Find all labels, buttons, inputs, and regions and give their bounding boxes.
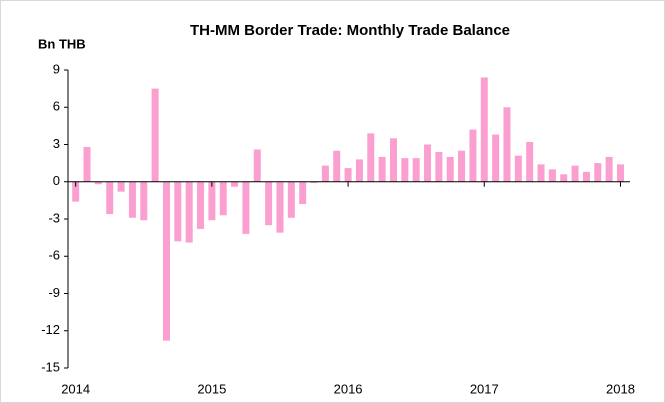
bar xyxy=(435,151,443,182)
bar xyxy=(458,150,466,182)
bar xyxy=(594,163,602,182)
bar xyxy=(83,146,91,182)
bar xyxy=(117,181,125,192)
bar xyxy=(265,181,273,226)
y-axis-label: Bn THB xyxy=(38,36,86,51)
bar xyxy=(616,164,624,182)
y-tick-label: -12 xyxy=(41,322,60,337)
bar xyxy=(94,181,102,185)
bar xyxy=(469,129,477,182)
bar xyxy=(208,181,216,221)
chart-title: TH-MM Border Trade: Monthly Trade Balanc… xyxy=(190,22,510,39)
bar xyxy=(151,88,159,182)
bar xyxy=(514,155,522,182)
y-tick-label: -6 xyxy=(48,248,60,263)
bar xyxy=(219,181,227,216)
x-tick-label: 2015 xyxy=(197,381,226,396)
bar xyxy=(424,144,432,182)
bar xyxy=(560,174,568,182)
bar xyxy=(333,150,341,182)
bar xyxy=(401,158,409,182)
y-tick-label: 9 xyxy=(53,61,60,76)
bar xyxy=(344,168,352,182)
x-tick-label: 2016 xyxy=(334,381,363,396)
bar xyxy=(242,181,250,234)
y-tick-label: 3 xyxy=(53,136,60,151)
bar xyxy=(197,181,205,229)
bar xyxy=(548,169,556,182)
bar xyxy=(446,156,454,182)
bar xyxy=(162,181,170,341)
bar xyxy=(582,171,590,182)
bar xyxy=(72,181,80,202)
bar xyxy=(106,181,114,215)
bar xyxy=(253,149,261,182)
bar xyxy=(526,142,534,182)
x-tick-label: 2014 xyxy=(61,381,90,396)
bar xyxy=(287,181,295,218)
bar xyxy=(276,181,284,233)
bar xyxy=(503,107,511,182)
y-tick-label: -9 xyxy=(48,285,60,300)
bar xyxy=(231,181,239,187)
bar xyxy=(321,165,329,182)
bar xyxy=(571,165,579,182)
bar xyxy=(140,181,148,221)
bar xyxy=(310,181,318,183)
bar xyxy=(605,156,613,182)
bar xyxy=(299,181,307,205)
bar xyxy=(389,138,397,182)
bar xyxy=(412,158,420,182)
y-tick-label: 0 xyxy=(53,173,60,188)
bar xyxy=(185,181,193,243)
y-tick-label: -15 xyxy=(41,359,60,374)
y-tick-label: 6 xyxy=(53,99,60,114)
bar xyxy=(480,77,488,182)
bar xyxy=(174,181,182,242)
bar xyxy=(355,159,363,182)
x-tick-label: 2018 xyxy=(606,381,635,396)
bar xyxy=(537,164,545,182)
bar xyxy=(492,134,500,182)
bar xyxy=(378,156,386,182)
bar xyxy=(128,181,136,218)
x-tick-label: 2017 xyxy=(470,381,499,396)
y-tick-label: -3 xyxy=(48,210,60,225)
bar xyxy=(367,133,375,182)
